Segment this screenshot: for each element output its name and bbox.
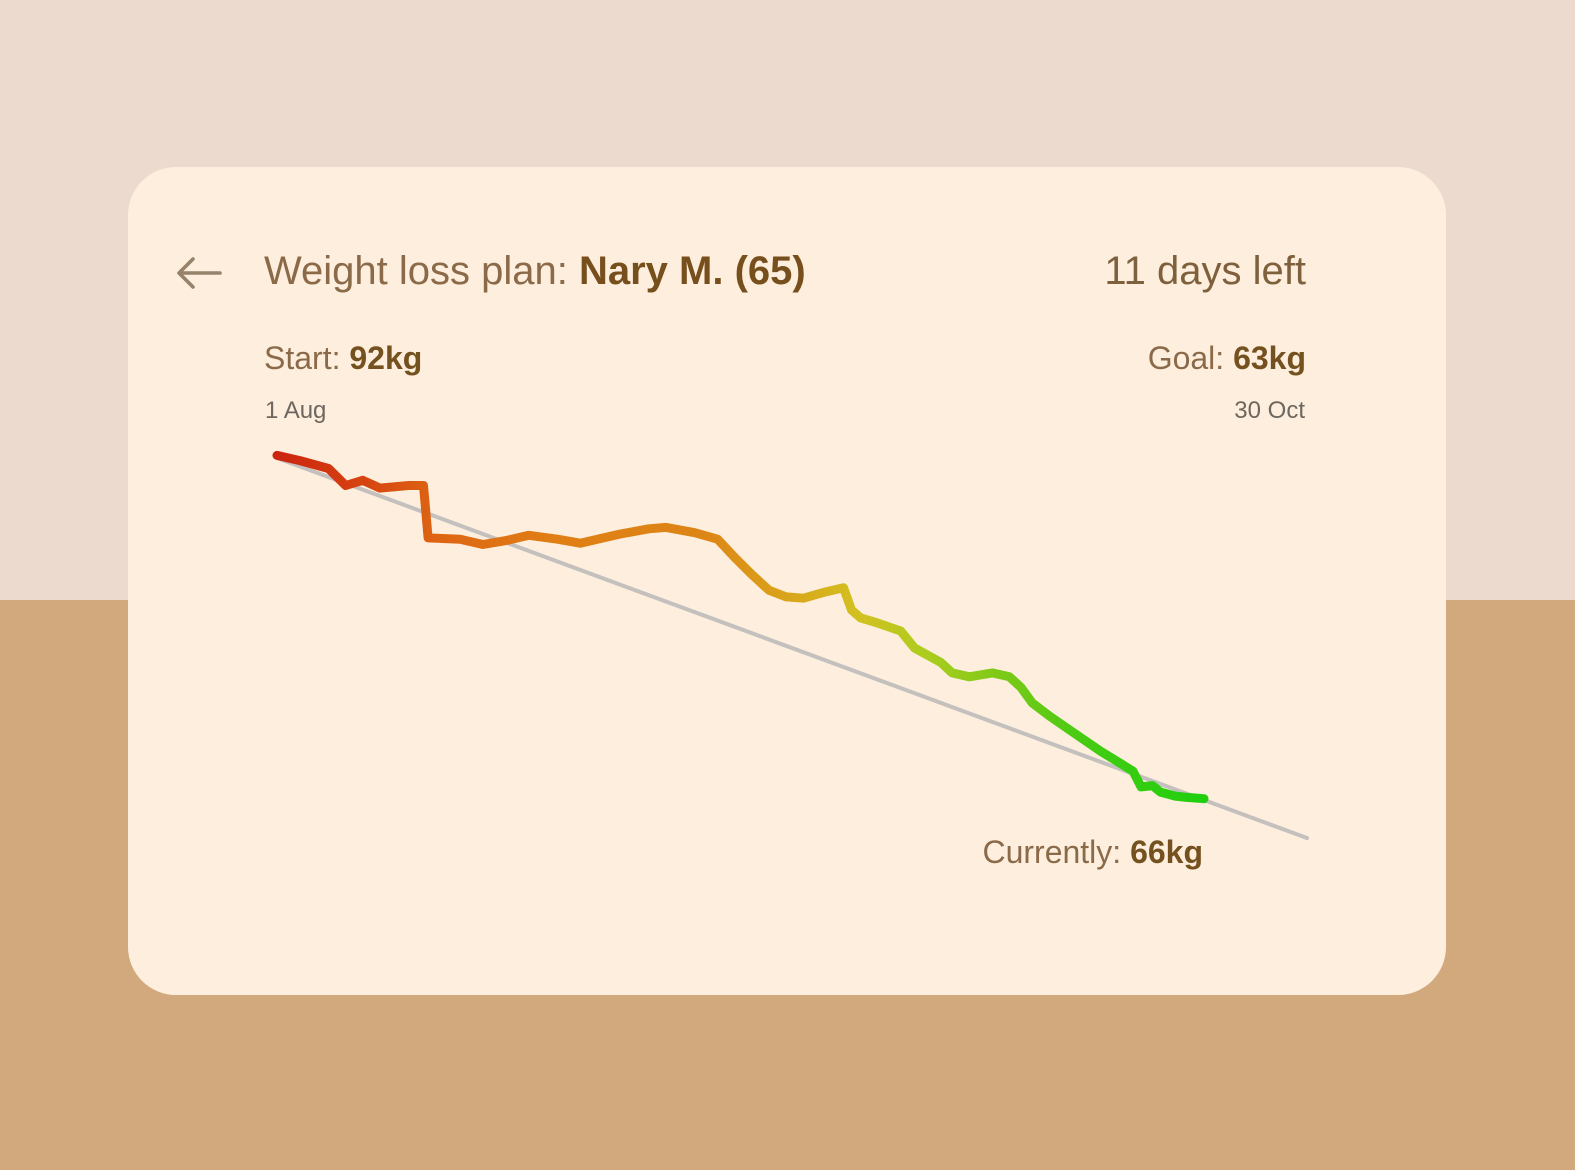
current-weight-stat: Currently: 66kg — [982, 833, 1203, 871]
start-date-label: 1 Aug — [265, 397, 327, 424]
back-arrow-icon — [177, 257, 222, 289]
goal-weight-stat: Goal: 63kg — [1148, 339, 1306, 377]
current-label: Currently: — [982, 834, 1131, 870]
goal-value: 63kg — [1233, 340, 1306, 376]
end-date-label: 30 Oct — [1234, 397, 1305, 424]
patient-name: Nary M. (65) — [578, 249, 806, 293]
days-left-label: 11 days left — [1104, 249, 1306, 293]
current-value: 66kg — [1130, 834, 1203, 870]
page-title-prefix: Weight loss plan: — [264, 249, 579, 293]
start-value: 92kg — [349, 340, 423, 376]
progress-line — [272, 450, 1209, 804]
start-weight-stat: Start: 92kg — [264, 339, 422, 377]
weight-plan-card: Weight loss plan: Nary M. (65) 11 days l… — [128, 167, 1446, 995]
back-button[interactable] — [174, 253, 224, 293]
page-title: Weight loss plan: Nary M. (65) — [264, 247, 806, 295]
start-label: Start: — [264, 340, 350, 376]
goal-label: Goal: — [1147, 340, 1234, 376]
target-line — [275, 456, 1309, 840]
